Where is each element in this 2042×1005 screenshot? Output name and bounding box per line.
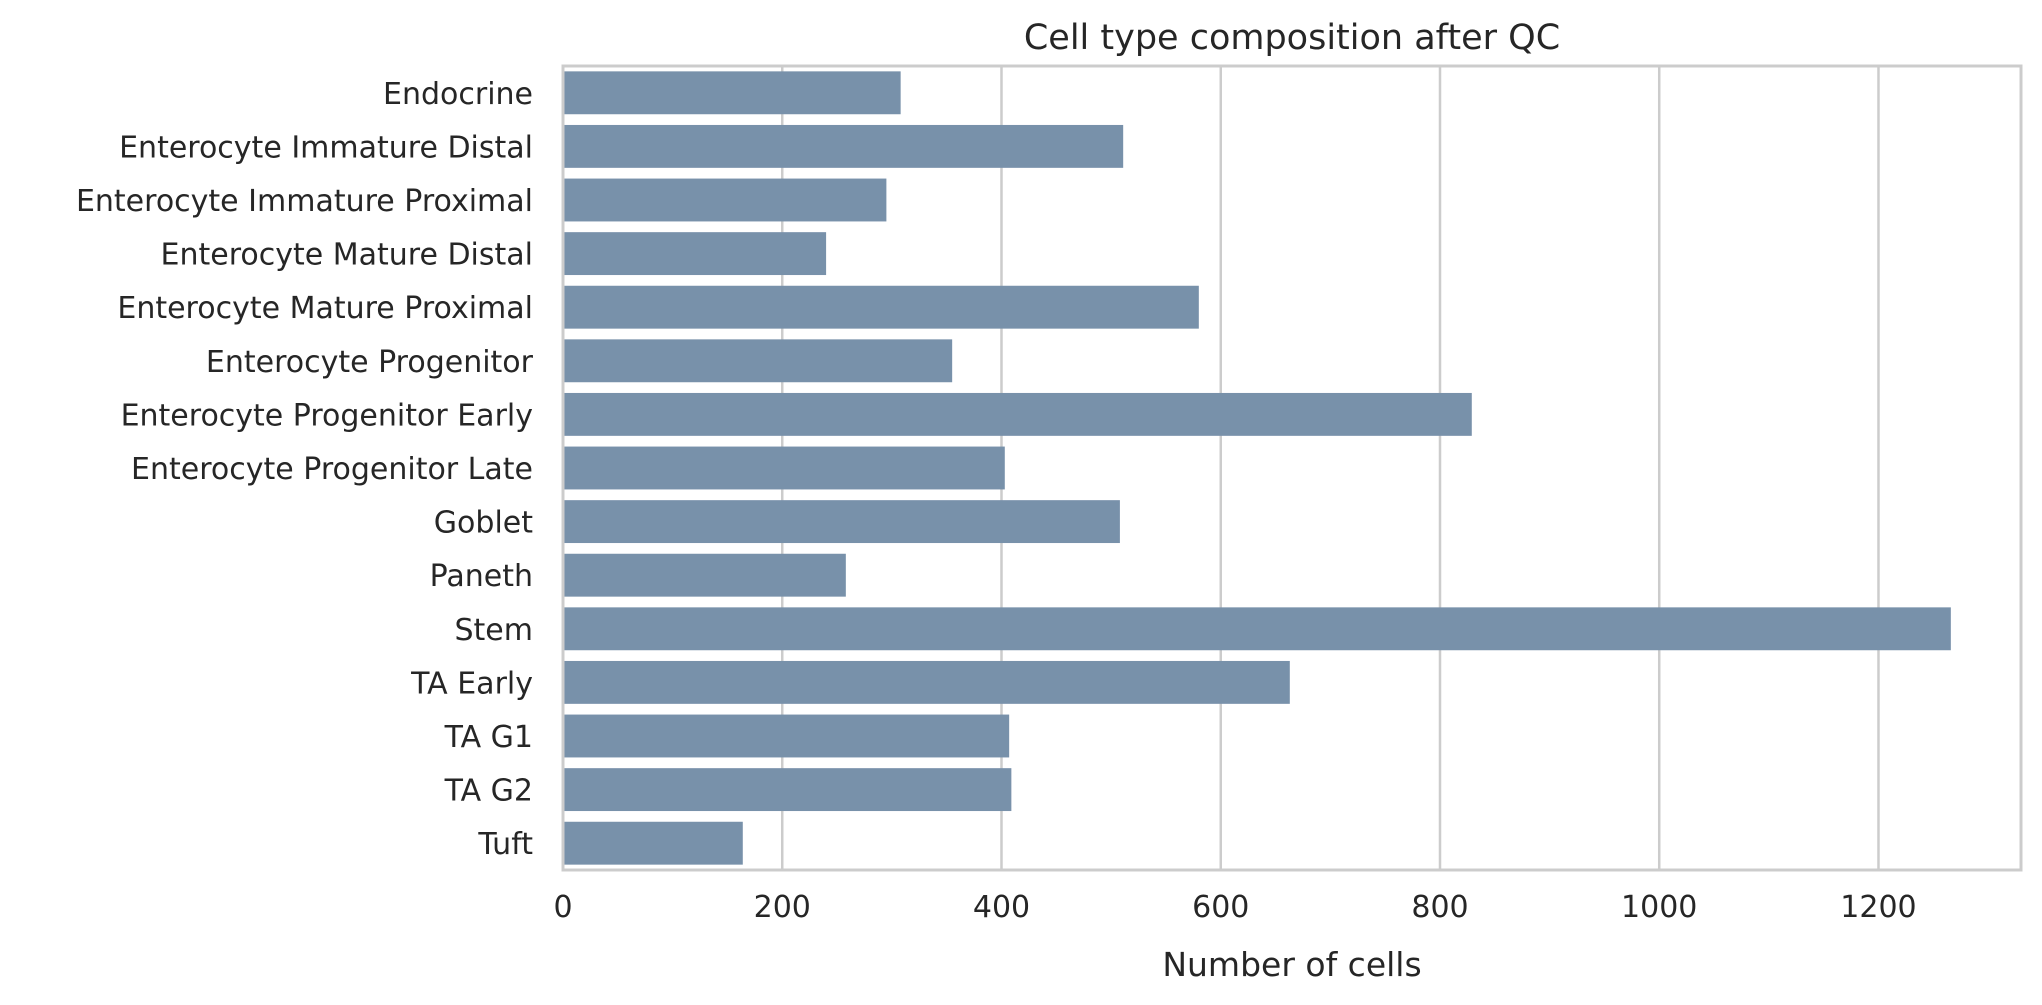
y-tick-label: Enterocyte Immature Distal <box>119 130 533 165</box>
y-tick-label: Paneth <box>430 559 533 594</box>
bar <box>563 392 1472 436</box>
y-tick-label: Enterocyte Progenitor <box>206 345 534 380</box>
bar <box>563 660 1290 704</box>
bar <box>563 607 1951 651</box>
y-tick-label: Tuft <box>477 827 533 862</box>
y-tick-label: TA G2 <box>444 774 533 809</box>
plot-frame <box>561 64 2023 872</box>
x-tick-label: 200 <box>754 890 811 925</box>
bar <box>563 500 1120 544</box>
bar <box>563 821 743 865</box>
x-axis-ticks: 0 200 400 600 800 1000 1200 <box>553 890 1916 925</box>
bar <box>563 285 1199 329</box>
x-tick-label: 400 <box>973 890 1030 925</box>
y-tick-label: Enterocyte Progenitor Late <box>131 452 533 487</box>
y-tick-label: Enterocyte Progenitor Early <box>121 398 533 433</box>
x-tick-label: 800 <box>1411 890 1468 925</box>
bars <box>563 71 1951 865</box>
chart-title: Cell type composition after QC <box>1024 18 1560 58</box>
y-tick-label: TA Early <box>410 666 533 701</box>
x-tick-label: 600 <box>1192 890 1249 925</box>
y-tick-label: Endocrine <box>383 77 533 112</box>
bar <box>563 714 1010 758</box>
bar <box>563 446 1005 490</box>
x-tick-label: 0 <box>553 890 572 925</box>
y-tick-label: Enterocyte Mature Proximal <box>117 291 533 326</box>
y-axis-ticks: Endocrine Enterocyte Immature Distal Enter… <box>76 77 534 862</box>
bar <box>563 124 1124 168</box>
bar <box>563 768 1012 812</box>
x-tick-label: 1000 <box>1621 890 1697 925</box>
y-tick-label: TA G1 <box>444 720 533 755</box>
x-tick-label: 1200 <box>1840 890 1916 925</box>
y-tick-label: Goblet <box>434 506 533 541</box>
bar <box>563 232 827 276</box>
y-tick-label: Enterocyte Immature Proximal <box>76 184 533 219</box>
bar <box>563 339 953 383</box>
y-tick-label: Enterocyte Mature Distal <box>161 238 533 273</box>
bar <box>563 178 887 222</box>
bar <box>563 71 901 115</box>
y-tick-label: Stem <box>455 613 534 648</box>
x-axis-label: Number of cells <box>1162 945 1421 984</box>
bar <box>563 553 846 597</box>
